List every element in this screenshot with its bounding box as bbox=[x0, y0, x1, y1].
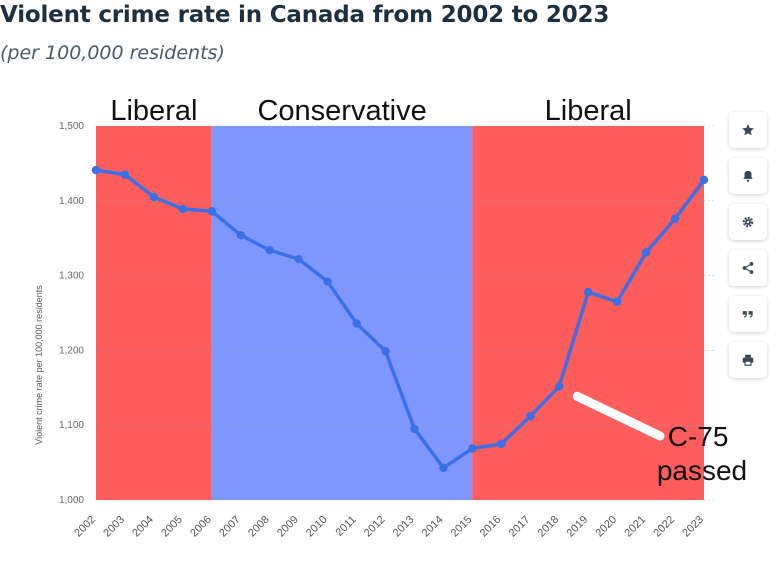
data-point-2003[interactable] bbox=[120, 170, 130, 179]
y-tick-label: 1,000 bbox=[59, 495, 84, 506]
data-point-2012[interactable] bbox=[381, 346, 390, 356]
data-point-2021[interactable] bbox=[641, 248, 651, 257]
data-point-2002[interactable] bbox=[91, 165, 101, 175]
data-point-2023[interactable] bbox=[699, 175, 709, 185]
data-point-2018[interactable] bbox=[555, 382, 564, 391]
print-icon bbox=[742, 354, 754, 366]
data-point-2020[interactable] bbox=[612, 297, 622, 306]
region-label-liberal-2015: Liberal bbox=[545, 95, 632, 127]
data-point-2005[interactable] bbox=[178, 204, 188, 214]
region-conservative-2006 bbox=[211, 126, 473, 500]
notification-button[interactable] bbox=[729, 158, 767, 194]
star-icon bbox=[742, 124, 754, 136]
favorite-button[interactable] bbox=[729, 112, 767, 148]
annotation-line-1: C-75 bbox=[668, 421, 729, 452]
data-point-2008[interactable] bbox=[265, 245, 274, 255]
y-tick-label: 1,300 bbox=[59, 271, 84, 282]
data-point-2004[interactable] bbox=[149, 192, 159, 202]
region-label-conservative-2006: Conservative bbox=[257, 95, 426, 127]
data-point-2014[interactable] bbox=[439, 463, 448, 473]
y-tick-label: 1,400 bbox=[59, 196, 84, 207]
quote-icon bbox=[742, 311, 753, 318]
print-button[interactable] bbox=[729, 342, 767, 378]
data-point-2022[interactable] bbox=[670, 214, 680, 223]
y-axis-label: Violent crime rate per 100,000 residents bbox=[34, 285, 44, 445]
annotation-arrow bbox=[572, 391, 665, 441]
gear-icon bbox=[742, 216, 754, 228]
data-point-2007[interactable] bbox=[236, 231, 245, 240]
y-tick-label: 1,500 bbox=[59, 121, 84, 132]
annotation-text: C-75 passed bbox=[657, 421, 747, 486]
data-point-2013[interactable] bbox=[410, 424, 419, 434]
series-line bbox=[94, 168, 706, 470]
y-tick-label: 1,100 bbox=[59, 420, 84, 431]
data-point-2009[interactable] bbox=[294, 254, 303, 264]
data-point-2016[interactable] bbox=[497, 439, 506, 449]
annotation-line-2: passed bbox=[657, 455, 747, 486]
data-point-2015[interactable] bbox=[468, 444, 477, 453]
data-point-2010[interactable] bbox=[323, 277, 332, 286]
data-point-2011[interactable] bbox=[352, 319, 361, 328]
data-point-2019[interactable] bbox=[583, 287, 593, 297]
data-point-2006[interactable] bbox=[207, 207, 217, 216]
share-button[interactable] bbox=[729, 250, 767, 286]
settings-button[interactable] bbox=[729, 204, 767, 240]
chart-subtitle: (per 100,000 residents) bbox=[0, 42, 225, 64]
share-icon bbox=[742, 262, 754, 274]
cite-button[interactable] bbox=[729, 296, 767, 332]
y-tick-label: 1,200 bbox=[59, 345, 84, 356]
region-label-liberal-2002: Liberal bbox=[110, 95, 197, 127]
region-liberal-2015 bbox=[472, 126, 704, 500]
data-point-2017[interactable] bbox=[526, 412, 535, 421]
bell-icon bbox=[743, 170, 753, 182]
chart-title: Violent crime rate in Canada from 2002 t… bbox=[0, 2, 610, 28]
line-chart: 1,000 1,100 1,200 1,300 1,400 1,500 Violent c… bbox=[0, 90, 784, 564]
region-liberal-2002 bbox=[96, 126, 212, 500]
